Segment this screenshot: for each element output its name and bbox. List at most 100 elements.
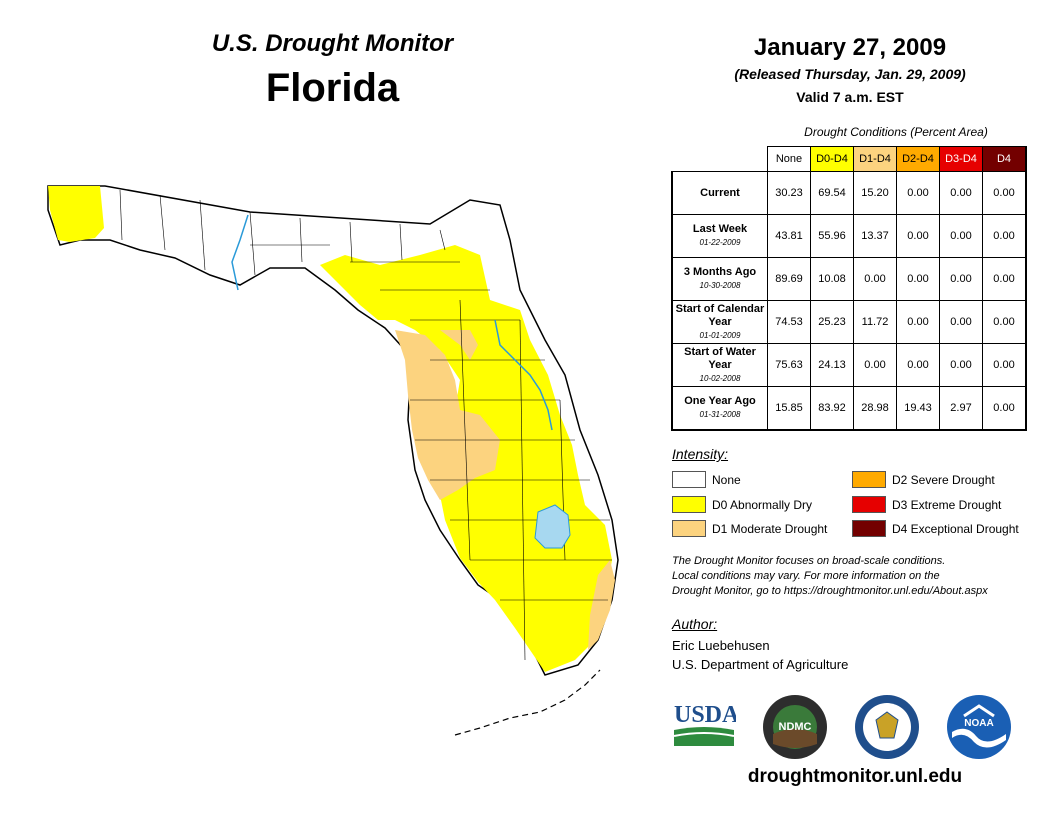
apalachicola-river — [231, 214, 249, 291]
table-column-header: D2-D4 — [896, 146, 940, 172]
author-title: Author: — [672, 616, 718, 632]
map-d1-area-southeast — [588, 560, 615, 650]
table-column-header: D1-D4 — [853, 146, 897, 172]
table-cell: 0.00 — [982, 386, 1027, 431]
florida-drought-map — [47, 185, 619, 736]
table-column-header: D0-D4 — [810, 146, 854, 172]
table-cell: 0.00 — [853, 343, 897, 387]
legend-label: None — [712, 472, 741, 487]
table-row: Start of Water Year 10-02-2008 75.63 24.13 0… — [671, 343, 1027, 387]
table-cell: 0.00 — [853, 257, 897, 301]
row-date: 10-02-2008 — [699, 373, 741, 383]
note-line: Drought Monitor, go to https://droughtmo… — [672, 585, 988, 597]
valid-time: Valid 7 a.m. EST — [796, 89, 904, 105]
table-cell: 89.69 — [767, 257, 811, 301]
legend-item: D4 Exceptional Drought — [852, 520, 1019, 537]
map-d1-area-west — [395, 330, 500, 500]
table-cell: 0.00 — [939, 300, 983, 344]
legend-item: D2 Severe Drought — [852, 471, 995, 488]
table-cell: 0.00 — [939, 171, 983, 215]
table-cell: 19.43 — [896, 386, 940, 431]
table-column-header: D4 — [982, 146, 1027, 172]
row-date: 01-31-2008 — [699, 410, 741, 419]
row-label: Start of Calendar Year — [675, 302, 765, 328]
row-date: 01-01-2009 — [699, 330, 741, 340]
row-label: Current — [700, 186, 740, 199]
drought-monitor-note: The Drought Monitor focuses on broad-sca… — [672, 554, 1042, 599]
release-date: (Released Thursday, Jan. 29, 2009) — [734, 66, 966, 82]
legend-swatch — [672, 520, 706, 537]
legend-swatch — [672, 471, 706, 488]
author-org: U.S. Department of Agriculture — [672, 657, 849, 672]
row-label-cell: Start of Water Year 10-02-2008 — [671, 343, 768, 387]
legend-item: None — [672, 471, 741, 488]
legend-item: D0 Abnormally Dry — [672, 496, 812, 513]
row-label-cell: Current — [671, 171, 768, 215]
table-cell: 13.37 — [853, 214, 897, 258]
state-title: Florida — [265, 66, 400, 110]
legend-label: D3 Extreme Drought — [892, 497, 1002, 512]
table-cell: 0.00 — [896, 171, 940, 215]
noaa-logo-text: NOAA — [964, 718, 993, 729]
ndmc-logo: NDMC — [763, 695, 827, 759]
legend-swatch — [852, 520, 886, 537]
table-cell: 43.81 — [767, 214, 811, 258]
table-cell: 11.72 — [853, 300, 897, 344]
usda-logo-text: USDA — [674, 702, 736, 728]
table-row: 3 Months Ago 10-30-2008 89.69 10.08 0.00 0.00… — [671, 257, 1027, 301]
table-cell: 10.08 — [810, 257, 854, 301]
conditions-table-title: Drought Conditions (Percent Area) — [804, 125, 988, 139]
table-cell: 15.20 — [853, 171, 897, 215]
table-row: One Year Ago 01-31-2008 15.85 83.92 28.98 19.… — [671, 386, 1027, 431]
st-johns-river — [494, 319, 553, 431]
table-cell: 0.00 — [982, 171, 1027, 215]
table-row: Current 30.23 69.54 15.20 0.00 0.00 0.00 — [671, 171, 1027, 215]
legend-label: D4 Exceptional Drought — [892, 521, 1019, 536]
note-line: The Drought Monitor focuses on broad-sca… — [672, 555, 946, 567]
table-cell: 0.00 — [982, 300, 1027, 344]
table-cell: 83.92 — [810, 386, 854, 431]
commerce-seal-logo — [855, 695, 919, 759]
note-line: Local conditions may vary. For more info… — [672, 570, 940, 582]
table-header-row: None D0-D4 D1-D4 D2-D4 D3-D4 D4 — [672, 146, 1027, 172]
lake-okeechobee — [534, 504, 571, 549]
legend-item: D3 Extreme Drought — [852, 496, 1001, 513]
map-d0-panhandle — [48, 186, 104, 242]
row-label-cell: One Year Ago 01-31-2008 — [671, 386, 768, 431]
legend-swatch — [852, 496, 886, 513]
legend-swatch — [852, 471, 886, 488]
author-name: Eric Luebehusen — [672, 638, 770, 653]
legend-item: D1 Moderate Drought — [672, 520, 827, 537]
row-label: 3 Months Ago — [683, 266, 757, 278]
table-cell: 0.00 — [896, 214, 940, 258]
map-subtitle: U.S. Drought Monitor — [211, 30, 454, 57]
map-d1-area-north — [440, 330, 478, 360]
table-cell: 75.63 — [767, 343, 811, 387]
legend-swatch — [672, 496, 706, 513]
table-cell: 30.23 — [767, 171, 811, 215]
website-link[interactable]: droughtmonitor.unl.edu — [747, 766, 963, 787]
county-lines — [119, 189, 612, 661]
table-cell: 0.00 — [982, 343, 1027, 387]
table-cell: 69.54 — [810, 171, 854, 215]
table-cell: 0.00 — [896, 343, 940, 387]
table-cell: 0.00 — [939, 214, 983, 258]
table-cell: 15.85 — [767, 386, 811, 431]
usda-logo: USDA — [673, 702, 736, 746]
row-date: 01-22-2009 — [699, 238, 741, 247]
table-row: Start of Calendar Year 01-01-2009 74.53 25.… — [671, 300, 1027, 344]
table-cell: 25.23 — [810, 300, 854, 344]
table-cell: 0.00 — [939, 257, 983, 301]
legend-label: D0 Abnormally Dry — [712, 497, 813, 512]
row-label: Last Week — [692, 223, 748, 235]
table-column-header: D3-D4 — [939, 146, 983, 172]
table-cell: 2.97 — [939, 386, 983, 431]
table-cell: 0.00 — [982, 257, 1027, 301]
map-date: January 27, 2009 — [753, 34, 947, 61]
table-row: Last Week 01-22-2009 43.81 55.96 13.37 0.00 0.… — [671, 214, 1027, 258]
drought-conditions-table: None D0-D4 D1-D4 D2-D4 D3-D4 D4 Current 30.23 6… — [671, 146, 1027, 431]
noaa-logo: NOAA — [947, 695, 1011, 759]
table-cell: 0.00 — [939, 343, 983, 387]
legend-label: D2 Severe Drought — [892, 472, 995, 487]
table-cell: 0.00 — [896, 257, 940, 301]
